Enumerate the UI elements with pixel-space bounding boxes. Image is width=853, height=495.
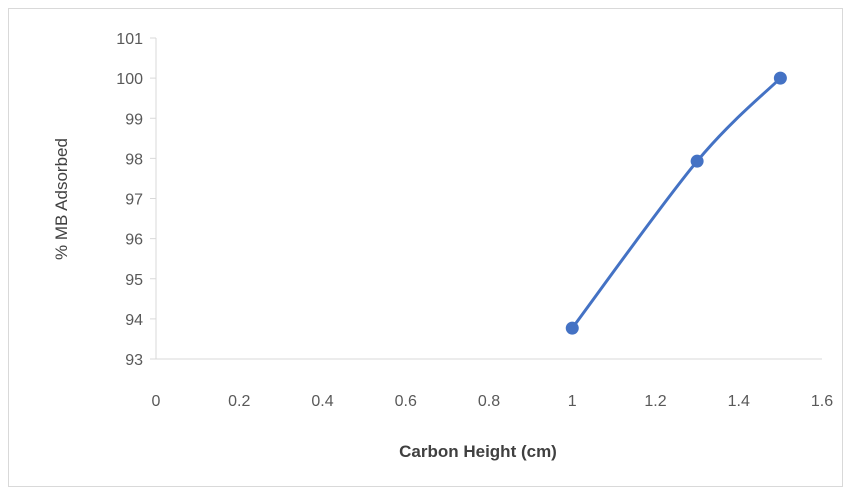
y-tick-label: 98 — [125, 151, 143, 168]
y-tick-label: 99 — [125, 111, 143, 128]
y-tick-label: 97 — [125, 192, 143, 209]
y-axis-title: % MB Adsorbed — [52, 138, 71, 260]
x-tick-label: 0.6 — [395, 393, 417, 410]
x-axis-title: Carbon Height (cm) — [399, 442, 557, 461]
x-tick-label: 0.2 — [228, 393, 250, 410]
x-tick-label: 1.2 — [644, 393, 666, 410]
y-tick-label: 94 — [125, 312, 143, 329]
x-axis: 0 0.2 0.4 0.6 0.8 1 1.2 1.4 1.6 — [152, 359, 834, 410]
series-line — [572, 78, 780, 328]
data-point — [566, 322, 579, 335]
y-tick-label: 95 — [125, 272, 143, 289]
y-tick-label: 101 — [116, 31, 143, 48]
x-tick-label: 1.4 — [728, 393, 750, 410]
x-tick-label: 1.6 — [811, 393, 833, 410]
y-tick-label: 100 — [116, 71, 143, 88]
x-tick-label: 0.4 — [311, 393, 333, 410]
y-axis: 93 94 95 96 97 98 99 100 101 — [116, 31, 156, 369]
series-layer — [566, 72, 787, 335]
data-point — [774, 72, 787, 85]
y-tick-label: 96 — [125, 232, 143, 249]
x-tick-label: 1 — [568, 393, 577, 410]
x-tick-label: 0.8 — [478, 393, 500, 410]
x-tick-label: 0 — [152, 393, 161, 410]
y-tick-label: 93 — [125, 352, 143, 369]
data-point — [691, 155, 704, 168]
